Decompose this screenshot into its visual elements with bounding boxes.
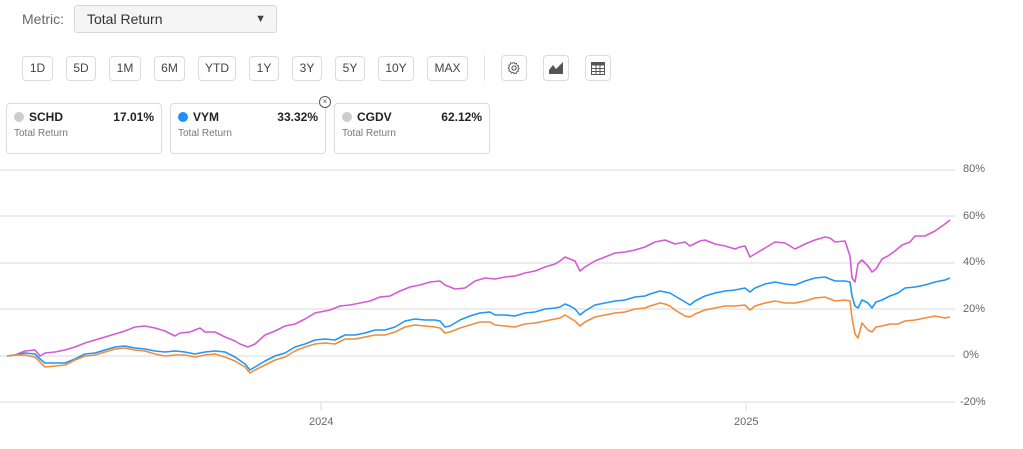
card-ticker: CGDV: [357, 110, 392, 124]
settings-button[interactable]: [501, 55, 527, 81]
table-view-button[interactable]: [585, 55, 611, 81]
range-button-6m[interactable]: 6M: [154, 55, 185, 81]
card-vym[interactable]: VYM 33.32% Total Return ×: [170, 96, 331, 154]
series-line-vym: [6, 276, 951, 371]
x-tick-label: 2024: [309, 416, 334, 428]
series-dot-icon: [14, 112, 24, 122]
x-ticks: [320, 403, 747, 411]
series-line-cgdv: [6, 219, 951, 357]
y-tick-label: 40%: [963, 256, 986, 268]
range-button-1d[interactable]: 1D: [22, 55, 53, 81]
metric-selected-value: Total Return: [87, 11, 163, 27]
card-subtitle: Total Return: [178, 128, 232, 139]
range-button-1y[interactable]: 1Y: [249, 55, 279, 81]
range-button-3y[interactable]: 3Y: [292, 55, 322, 81]
x-tick-label: 2025: [734, 416, 759, 428]
series-dot-icon: [342, 112, 352, 122]
chevron-down-icon: ▼: [255, 13, 266, 25]
range-button-1m[interactable]: 1M: [109, 55, 141, 81]
range-button-5y[interactable]: 5Y: [335, 55, 365, 81]
card-value: 62.12%: [441, 110, 482, 124]
range-button-5d[interactable]: 5D: [66, 55, 96, 81]
metric-row: Metric: Total Return ▼: [22, 5, 277, 33]
metric-label: Metric:: [22, 11, 64, 27]
y-tick-label: 80%: [963, 163, 986, 175]
y-tick-label: -20%: [960, 396, 986, 408]
card-value: 33.32%: [277, 110, 318, 124]
table-icon: [591, 61, 605, 75]
metric-select[interactable]: Total Return ▼: [74, 5, 277, 33]
card-subtitle: Total Return: [14, 128, 68, 139]
y-tick-label: 20%: [963, 303, 986, 315]
range-toolbar: 1D 5D 1M 6M YTD 1Y 3Y 5Y 10Y MAX: [22, 55, 627, 81]
chart-type-button[interactable]: [543, 55, 569, 81]
series-dot-icon: [178, 112, 188, 122]
total-return-chart[interactable]: 80% 60% 40% 20% 0% -20% 2024 2025: [0, 160, 1023, 449]
chart-plot: [0, 169, 955, 411]
area-chart-icon: [549, 62, 563, 74]
y-tick-label: 60%: [963, 210, 986, 222]
close-icon[interactable]: ×: [319, 96, 331, 108]
comparison-cards: SCHD 17.01% Total Return VYM 33.32% Tota…: [6, 96, 498, 154]
card-ticker: VYM: [193, 110, 220, 124]
card-schd[interactable]: SCHD 17.01% Total Return: [6, 103, 162, 154]
card-subtitle: Total Return: [342, 128, 396, 139]
card-cgdv[interactable]: CGDV 62.12% Total Return: [334, 103, 490, 154]
range-button-ytd[interactable]: YTD: [198, 55, 236, 81]
card-ticker: SCHD: [29, 110, 64, 124]
y-tick-label: 0%: [963, 349, 979, 361]
card-value: 17.01%: [113, 110, 154, 124]
range-button-10y[interactable]: 10Y: [378, 55, 414, 81]
toolbar-divider: [484, 55, 485, 81]
series-line-schd: [6, 296, 951, 374]
gear-icon: [507, 61, 520, 75]
gridlines: [0, 169, 955, 403]
range-button-max[interactable]: MAX: [427, 55, 468, 81]
